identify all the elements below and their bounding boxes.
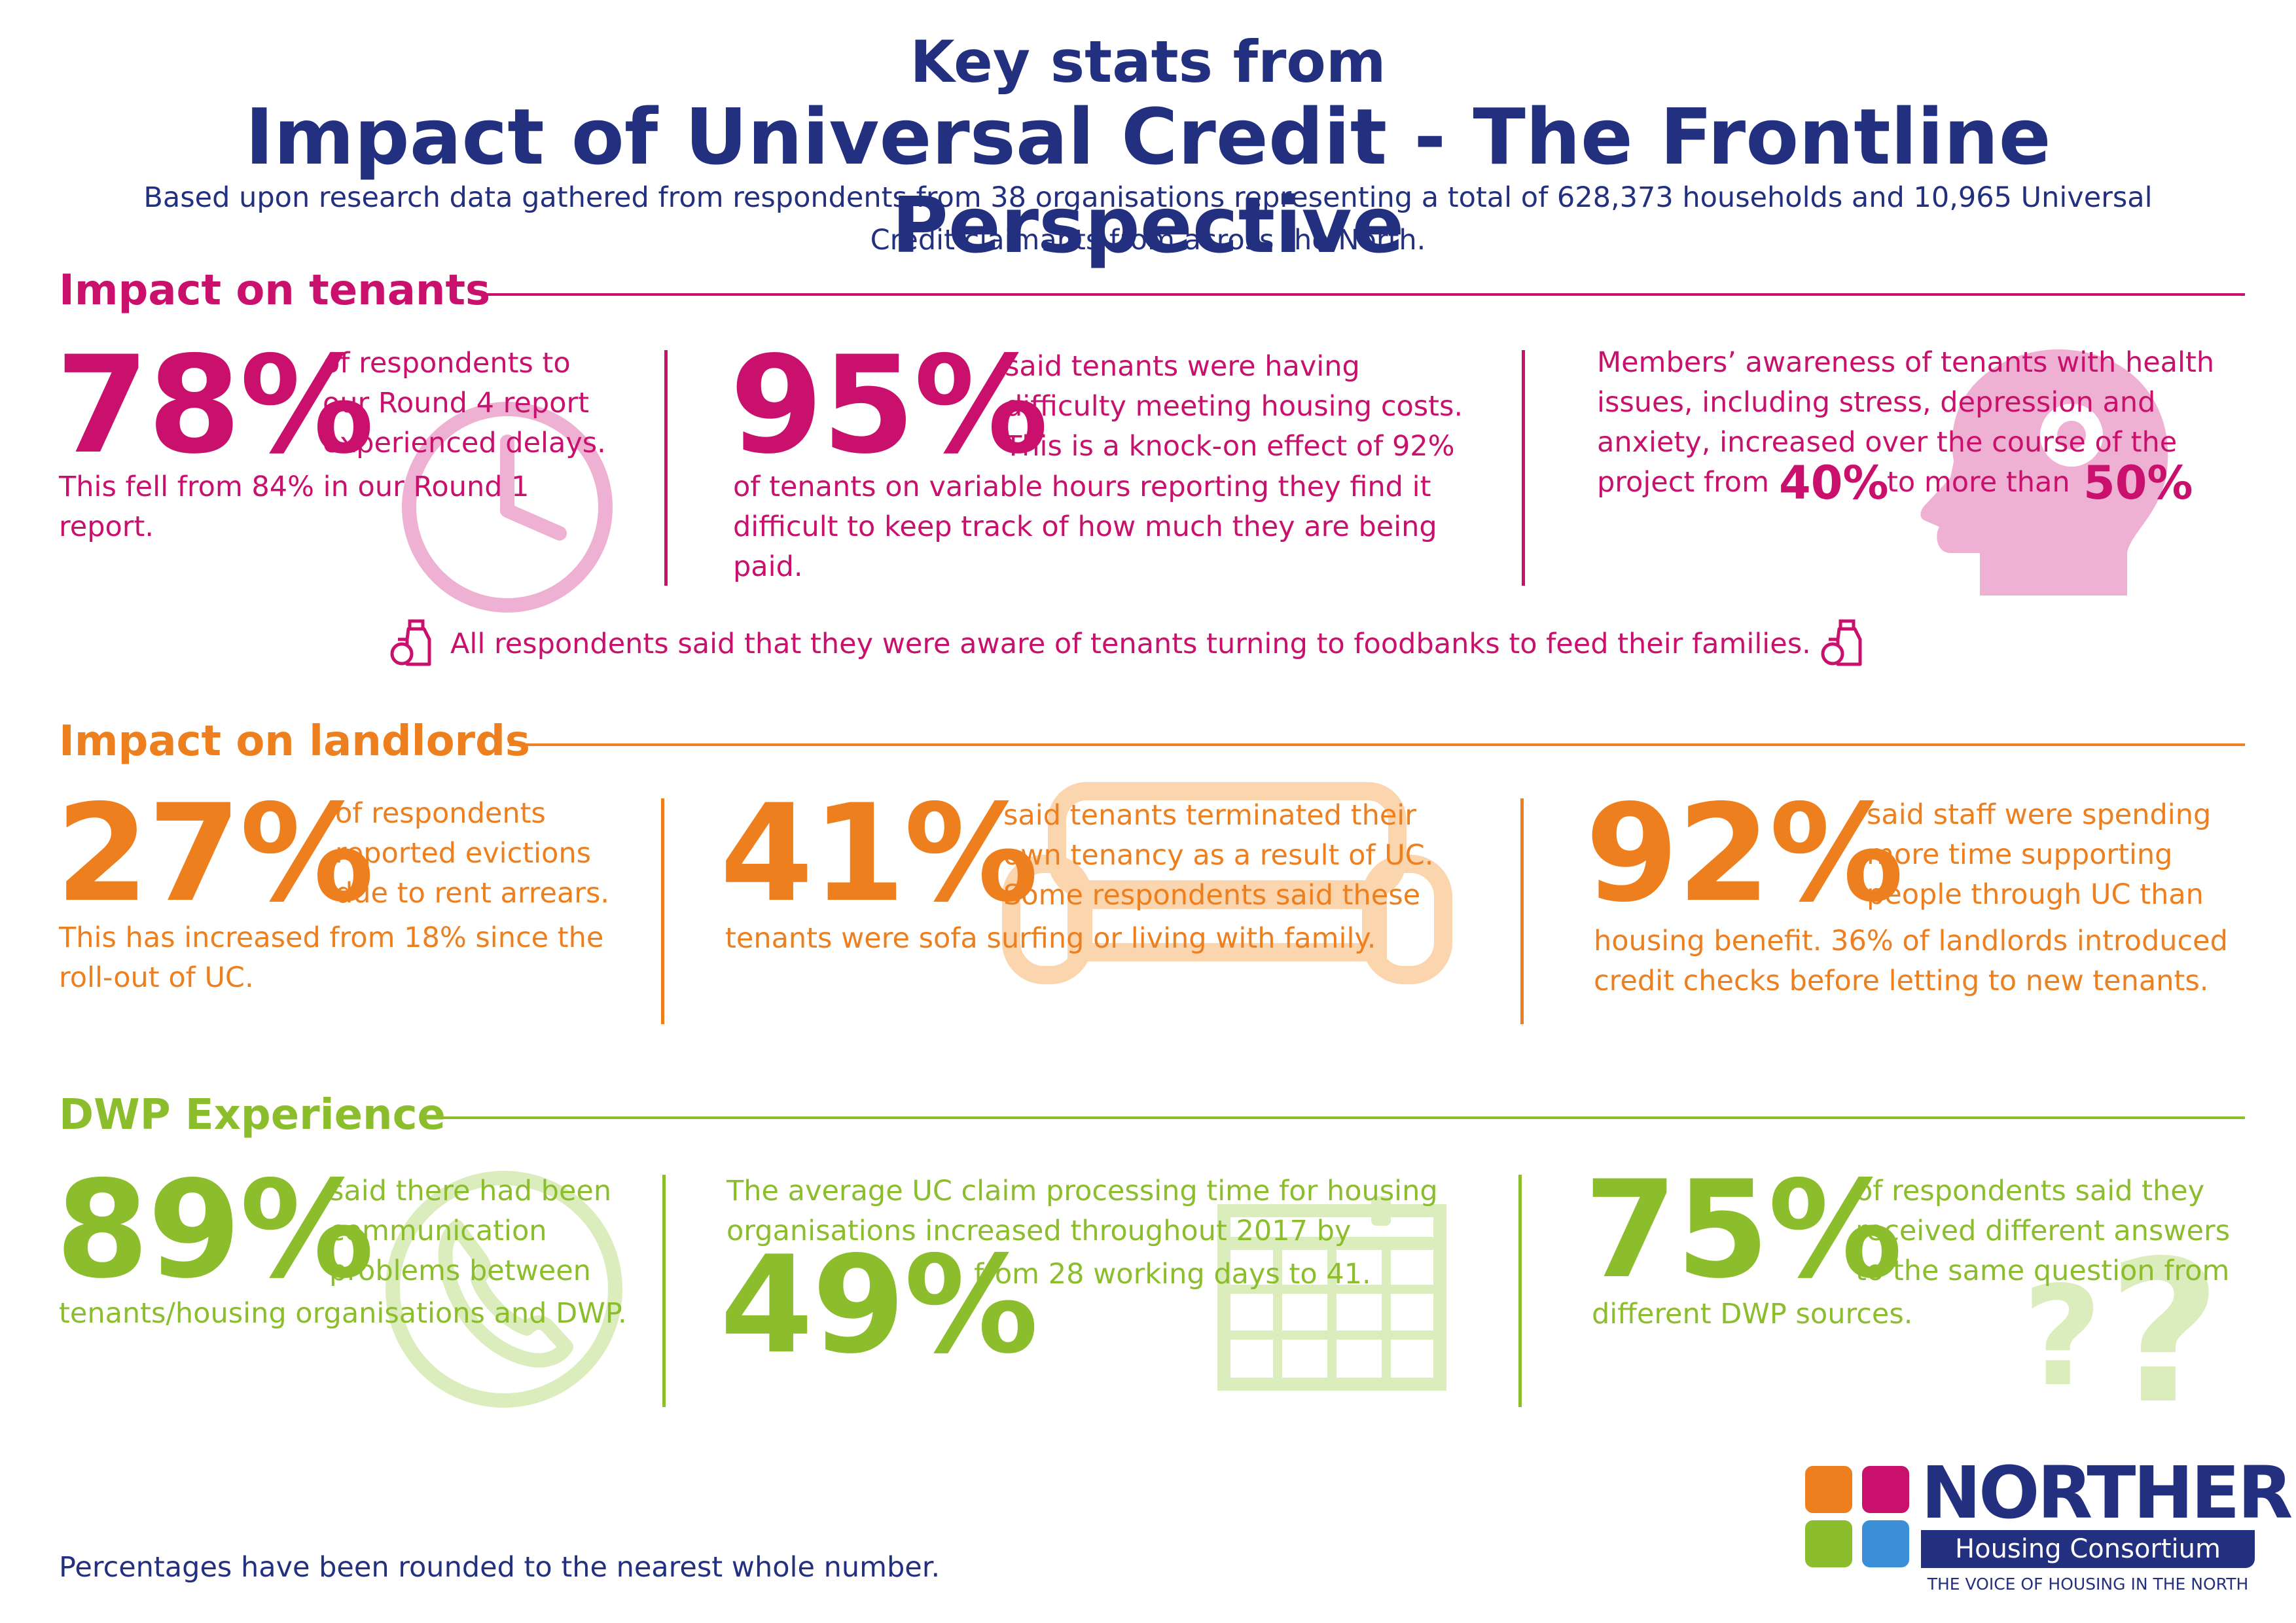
logo-square-green bbox=[1805, 1520, 1852, 1567]
sofa-icon bbox=[1002, 782, 1452, 984]
logo-square-blue bbox=[1862, 1520, 1909, 1567]
stat-78-text-b: This fell from 84% in our Round 1 report… bbox=[59, 471, 529, 543]
stat-95-value: 95% bbox=[730, 328, 1049, 484]
stat-27-text-a: of respondents reported evictions due to… bbox=[335, 797, 610, 910]
stat-49-text-a: The average UC claim processing time for… bbox=[726, 1175, 1438, 1247]
bottle-jar-icon bbox=[1821, 619, 1862, 666]
bottle-jar-icon bbox=[390, 619, 431, 666]
section-title-landlords: Impact on landlords bbox=[59, 717, 530, 766]
footer-note: Percentages have been rounded to the nea… bbox=[59, 1551, 941, 1584]
logo-tagline: THE VOICE OF HOUSING IN THE NORTH bbox=[1927, 1575, 2249, 1594]
divider bbox=[1522, 350, 1525, 586]
stat-health-text: Members’ awareness of tenants with healt… bbox=[1597, 346, 2215, 459]
foodbank-statement: All respondents said that they were awar… bbox=[450, 628, 1811, 660]
stat-89-value: 89% bbox=[56, 1152, 374, 1308]
stat-75-value: 75% bbox=[1584, 1152, 1903, 1308]
stat-27-value: 27% bbox=[56, 776, 374, 932]
stat-health-value-to: 50% bbox=[2083, 456, 2193, 510]
stat-41-text-a: said tenants terminated their own tenanc… bbox=[1003, 799, 1434, 912]
stat-75-text-a: of respondents said they received differ… bbox=[1856, 1175, 2231, 1287]
subtitle: Based upon research data gathered from r… bbox=[143, 181, 2153, 257]
stat-49-text-b: from 28 working days to 41. bbox=[974, 1258, 1371, 1291]
logo-square-orange bbox=[1805, 1466, 1852, 1513]
phone-icon bbox=[386, 1171, 622, 1408]
stat-41-text-b: tenants were sofa surfing or living with… bbox=[725, 922, 1376, 955]
divider bbox=[1518, 1175, 1522, 1407]
divider bbox=[1520, 798, 1524, 1024]
stat-95-text-b: of tenants on variable hours reporting t… bbox=[733, 471, 1437, 583]
stat-health-value-from: 40% bbox=[1779, 456, 1889, 510]
stat-92-text-a: said staff were spending more time suppo… bbox=[1867, 798, 2212, 911]
divider bbox=[661, 798, 664, 1024]
logo-square-pink bbox=[1862, 1466, 1909, 1513]
stat-89-text-a: said there had been communication proble… bbox=[329, 1175, 612, 1287]
stat-92-value: 92% bbox=[1585, 776, 1904, 932]
stat-78-text-a: of respondents to our Round 4 report exp… bbox=[323, 347, 606, 459]
logo-bar bbox=[1921, 1530, 2255, 1568]
calendar-icon bbox=[1217, 1196, 1446, 1391]
section-rule-tenants bbox=[481, 293, 2245, 296]
stat-95-text-a: said tenants were having difficulty meet… bbox=[1005, 350, 1463, 463]
head-icon bbox=[1920, 349, 2168, 596]
section-title-dwp: DWP Experience bbox=[59, 1091, 446, 1139]
svg-text:?: ? bbox=[2022, 1257, 2102, 1414]
stat-92-text-b: housing benefit. 36% of landlords introd… bbox=[1594, 925, 2228, 997]
stat-75-text-b: different DWP sources. bbox=[1592, 1298, 1913, 1330]
logo-name: NORTHERN bbox=[1921, 1451, 2296, 1535]
divider bbox=[664, 350, 668, 586]
stat-27-text-b: This has increased from 18% since the ro… bbox=[59, 921, 604, 994]
logo-subtitle: Housing Consortium bbox=[1955, 1534, 2221, 1564]
stat-89-text-b: tenants/housing organisations and DWP. bbox=[59, 1297, 627, 1330]
divider bbox=[662, 1175, 666, 1407]
stat-health-to-more-than: to more than bbox=[1887, 466, 2070, 499]
section-rule-landlords bbox=[509, 743, 2245, 746]
stat-78-value: 78% bbox=[56, 328, 374, 484]
question-mark-icon: ? ? bbox=[2022, 1219, 2221, 1414]
title-line-1: Key stats from bbox=[910, 28, 1386, 96]
svg-text:?: ? bbox=[2108, 1219, 2221, 1414]
section-rule-dwp bbox=[435, 1116, 2245, 1119]
stat-49-value: 49% bbox=[720, 1228, 1039, 1383]
clock-icon bbox=[402, 402, 613, 613]
stat-health-project-from: project from bbox=[1597, 466, 1769, 499]
stat-41-value: 41% bbox=[720, 776, 1039, 932]
section-title-tenants: Impact on tenants bbox=[59, 266, 491, 315]
page-title: Impact of Universal Credit - The Frontli… bbox=[245, 92, 2051, 270]
